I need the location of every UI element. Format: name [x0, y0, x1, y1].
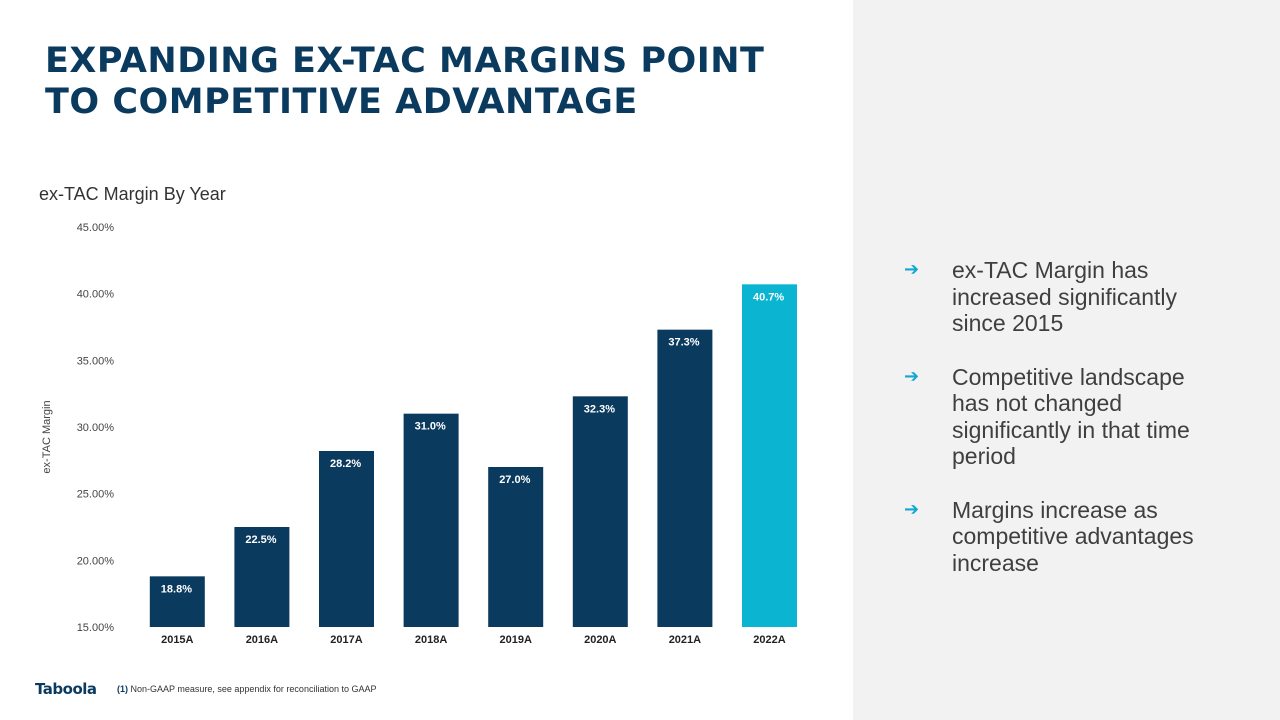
slide-title: EXPANDING EX-TAC MARGINS POINT TO COMPET… — [45, 41, 845, 123]
arrow-right-icon: ➔ — [904, 365, 920, 387]
y-axis-label: ex-TAC Margin — [41, 400, 53, 473]
y-tick-label: 25.00% — [77, 489, 115, 501]
taboola-logo: Taboola — [35, 680, 97, 698]
data-label: 37.3% — [668, 337, 699, 349]
bullet-list: ➔ ex-TAC Margin has increased significan… — [904, 257, 1224, 603]
right-panel — [853, 0, 1280, 720]
x-tick-label: 2017A — [330, 634, 362, 646]
footnote-marker: (1) — [117, 684, 128, 694]
data-label: 28.2% — [330, 458, 361, 470]
data-label: 31.0% — [415, 421, 446, 433]
data-label: 32.3% — [584, 403, 615, 415]
bullet-text: ex-TAC Margin has increased significantl… — [952, 257, 1178, 336]
x-tick-label: 2015A — [161, 634, 193, 646]
bar — [572, 396, 628, 627]
data-label: 27.0% — [499, 474, 530, 486]
bullet-text: Competitive landscape has not changed si… — [952, 363, 1190, 470]
data-label: 18.8% — [161, 583, 192, 595]
x-tick-label: 2018A — [415, 634, 447, 646]
slide-title-line-2: TO COMPETITIVE ADVANTAGE — [45, 82, 638, 122]
arrow-right-icon: ➔ — [904, 259, 920, 280]
footnote: (1) Non-GAAP measure, see appendix for r… — [117, 684, 376, 694]
x-tick-label: 2021A — [669, 634, 701, 646]
bullet-text: Margins increase as competitive advantag… — [952, 496, 1194, 576]
bar — [319, 451, 374, 627]
bar — [149, 576, 205, 627]
y-tick-label: 35.00% — [77, 355, 115, 367]
x-tick-label: 2020A — [584, 634, 616, 646]
bar — [403, 413, 459, 627]
y-tick-label: 20.00% — [77, 555, 115, 567]
bar — [234, 527, 290, 627]
bullet-item: ➔ Competitive landscape has not changed … — [904, 364, 1224, 470]
bullet-item: ➔ Margins increase as competitive advant… — [904, 497, 1224, 577]
footnote-text: Non-GAAP measure, see appendix for recon… — [130, 684, 377, 694]
y-tick-label: 45.00% — [77, 222, 115, 234]
bullet-item: ➔ ex-TAC Margin has increased significan… — [904, 257, 1224, 337]
x-tick-label: 2016A — [246, 634, 278, 646]
y-tick-label: 30.00% — [77, 422, 115, 434]
x-tick-label: 2022A — [753, 634, 785, 646]
y-tick-label: 15.00% — [77, 622, 115, 634]
y-tick-label: 40.00% — [77, 289, 115, 301]
x-tick-label: 2019A — [499, 634, 531, 646]
arrow-right-icon: ➔ — [904, 498, 920, 520]
chart-title: ex-TAC Margin By Year — [39, 184, 226, 204]
bar-chart: 15.00% 20.00% 25.00% 30.00% 35.00% 40.00% 45.0… — [41, 222, 797, 646]
data-label: 40.7% — [753, 291, 784, 303]
bar — [488, 467, 544, 627]
data-label: 22.5% — [245, 534, 276, 546]
slide-title-line-1: EXPANDING EX-TAC MARGINS POINT — [45, 41, 765, 81]
bar — [657, 329, 713, 627]
bar — [742, 284, 797, 627]
